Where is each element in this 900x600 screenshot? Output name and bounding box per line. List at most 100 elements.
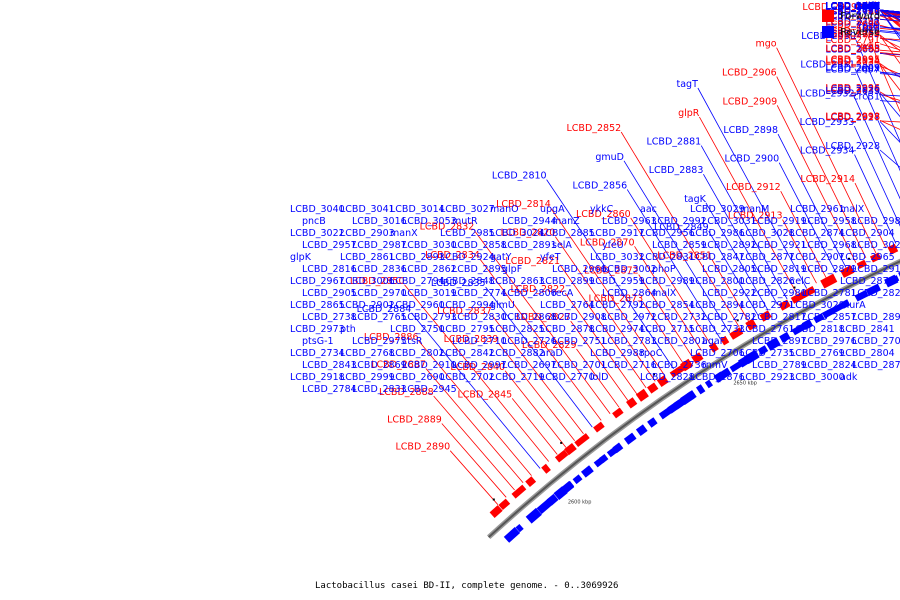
gene-label: LCBD_2793 [402,312,457,323]
leader-line [705,202,769,311]
gene-label: LCBD_2898 [723,125,778,136]
reverse-gene-arrow [719,367,732,380]
gene-label: LCBD_3030 [402,240,457,251]
gene-label: glpR [678,108,700,119]
leader-line [479,258,602,421]
leader-line [879,120,900,130]
leader-line [511,398,558,455]
gene-label: LCBD_2714 [825,1,880,12]
gene-label: LCBD_2877 [740,252,795,263]
gene-label: LCBD_2963 [602,216,657,227]
gene-label: LCBD_2836 [352,264,407,275]
gene-label: LCBD_2944 [502,216,557,227]
gene-label: gmuD [595,152,624,163]
gene-label: LCBD_3053 [402,216,457,227]
gene-label: LCBD_2828 [640,372,695,383]
gene-label: LCBD_2972 [602,312,657,323]
gene-label: LCBD_2840 [450,362,505,373]
forward-gene-arrow [554,449,569,463]
gene-label: LCBD_2857 [802,312,857,323]
gene-label: LCBD_2960 [390,300,445,311]
gene-label: LCBD_2623 [825,1,880,12]
gene-label: rpsN [858,22,880,33]
gene-label: LCBD_2871 [840,276,895,287]
gene-label: LCBD_3035 [825,85,880,96]
gene-label: LCBD_2790 [825,1,880,12]
gene-label: LCBD_2791 [825,35,880,46]
gene-label: LCBD_2968 [802,240,857,251]
gene-label: LCBD_2934 [800,146,855,157]
gene-label: LCBD_3020 [790,300,845,311]
gene-label: LCBD_2904 [840,228,895,239]
gene-label: LCBD_2959 [590,276,645,287]
reverse-gene-arrow [658,407,672,420]
gene-label: LCBD_2825 [490,324,545,335]
leader-line [854,154,897,244]
gene-label: LCBD_2876 [690,372,745,383]
gene-label: LCBD_2797 [825,16,880,27]
gene-label: LCBD_2858 [452,240,507,251]
gene-label: LCBD_2917 [590,228,645,239]
gene-label: LCBD_2742 [825,1,880,12]
gene-label: LCBD_2905 [302,288,357,299]
gene-label: LCBD_2711 [825,1,880,12]
reverse-gene-arrow [572,474,583,485]
gene-label: pth [340,324,356,335]
forward-gene-arrow [790,291,806,304]
gene-label: LCBD_2776 [825,1,880,12]
gene-label: LCBD_2809 [825,63,880,74]
gene-label: tagK [684,194,707,205]
reverse-gene-arrow [635,424,648,436]
gene-label: LCBD_2926 [825,84,880,95]
gene-label: LCBD_2987 [352,240,407,251]
gene-label: LCBD_2981 [852,216,900,227]
leader-line [854,97,900,200]
gene-label: LCBD_2740 [825,1,880,12]
forward-gene-arrow [511,484,527,499]
gene-label: LCBD_2927 [825,113,880,124]
gene-label: LCBD_2706 [690,348,745,359]
gene-label: LCBD_2848 [440,276,495,287]
reverse-swatch [822,26,834,38]
gene-label: LCBD_2961 [790,204,845,215]
gene-label: LCBD_2856 [573,180,628,191]
leader-line [778,162,837,273]
gene-label: LCBD_3023 [852,240,900,251]
leader-line [697,87,808,289]
forward-gene-arrow [840,265,855,278]
gene-label: LCBD_2725 [825,1,880,12]
gene-label: glmU [490,300,515,311]
gene-label: LCBD_2820 [501,228,556,239]
leader-line [497,342,576,441]
gene-label: LCBD_2731 [825,1,880,12]
gene-label: LCBD_3040 [290,204,345,215]
gene-label: LCBD_2834 [425,250,480,261]
gene-label: LCBD_2923 [740,372,795,383]
reverse-gene-arrow [791,323,807,336]
gene-label: LCBD_2843 [302,360,357,371]
gap-marker [560,441,563,444]
gene-label: LCBD_2817 [752,312,807,323]
gene-label: LCBD_2928 [825,141,880,152]
gene-label: LCBD_2764 [540,300,595,311]
gene-label: LCBD_2986 [690,228,745,239]
gene-arrows [489,243,900,543]
gene-label: glpF [502,264,522,275]
gene-label: LCBD_2783 [602,336,657,347]
gene-label: LCBD_2769 [790,348,845,359]
gene-label: LCBD_2909 [723,96,778,107]
leader-line [879,91,900,104]
leader-line [642,302,684,364]
gene-label: LCBD_2967 [290,276,345,287]
legend-reverse-label: Reverse [840,26,881,38]
gene-label: LCBD_2778 [825,1,880,12]
gap-marker [492,498,495,501]
gene-label: rpsH [858,1,880,12]
gene-label: LCBD_2811 [825,1,880,12]
gene-label: LCBD_2804 [840,348,895,359]
leader-line [776,105,857,263]
gene-label: LCBD_2994 [440,300,495,311]
legend-forward-label: Forward [840,10,881,22]
gene-label: ctsR [402,336,423,347]
